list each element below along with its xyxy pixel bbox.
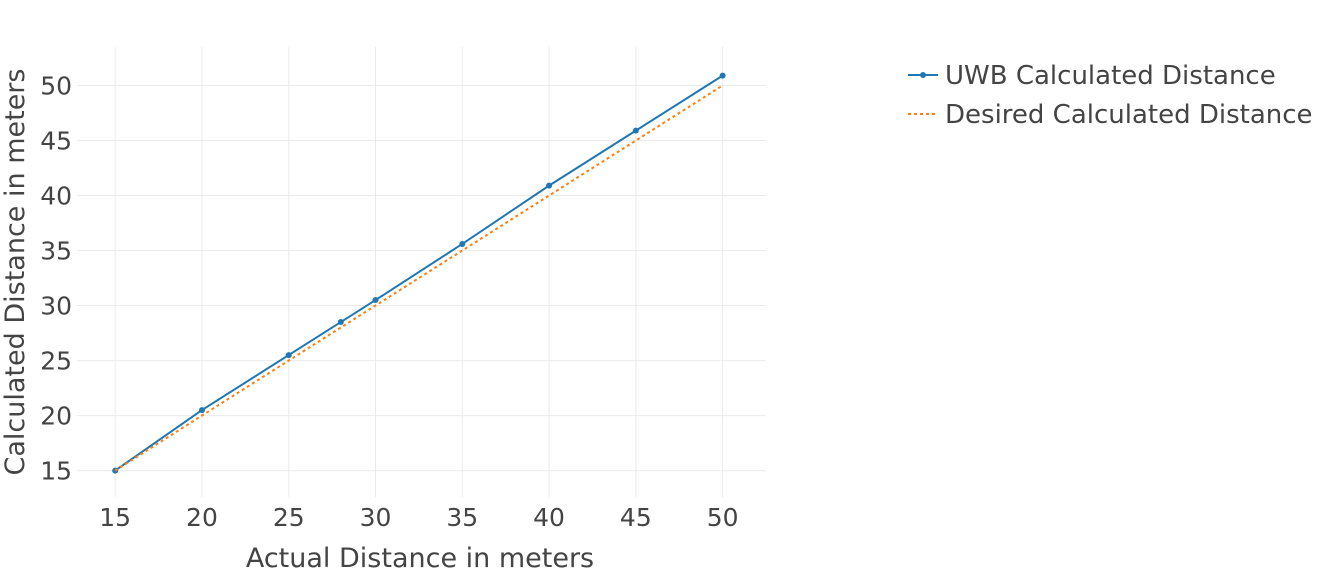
x-tick-label: 15 (99, 503, 131, 532)
x-tick-label: 35 (446, 503, 478, 532)
grid (77, 47, 766, 497)
x-tick-label: 45 (620, 503, 652, 532)
legend-marker (920, 72, 926, 78)
y-tick-label: 20 (40, 402, 72, 431)
data-point (719, 72, 726, 79)
legend-label-2: Desired Calculated Distance (945, 100, 1313, 130)
y-tick-label: 25 (40, 347, 72, 376)
data-point (632, 127, 639, 134)
series-line-2 (114, 84, 724, 472)
x-tick-label: 20 (186, 503, 218, 532)
y-tick-label: 50 (40, 72, 72, 101)
x-tick-label: 50 (707, 503, 739, 532)
data-point (372, 297, 379, 304)
y-axis-title: Calculated Distance in meters (0, 69, 31, 476)
legend: UWB Calculated Distance Desired Calculate… (908, 61, 1313, 130)
data-point (285, 352, 292, 359)
data-point (546, 182, 553, 189)
x-axis: 15 20 25 30 35 40 45 50 (99, 503, 738, 532)
x-tick-label: 25 (273, 503, 305, 532)
y-tick-label: 40 (40, 182, 72, 211)
y-tick-label: 15 (40, 457, 72, 486)
y-tick-label: 30 (40, 292, 72, 321)
data-point (459, 240, 466, 247)
x-axis-title: Actual Distance in meters (246, 543, 594, 573)
x-tick-label: 40 (533, 503, 565, 532)
y-tick-label: 35 (40, 237, 72, 266)
plot-area (112, 72, 726, 474)
x-tick-label: 30 (360, 503, 392, 532)
legend-label-1: UWB Calculated Distance (945, 61, 1276, 91)
y-axis: 15 20 25 30 35 40 45 50 (40, 72, 72, 486)
series-line-1 (114, 74, 724, 472)
data-point (337, 319, 344, 326)
data-point (198, 407, 205, 414)
y-tick-label: 45 (40, 127, 72, 156)
